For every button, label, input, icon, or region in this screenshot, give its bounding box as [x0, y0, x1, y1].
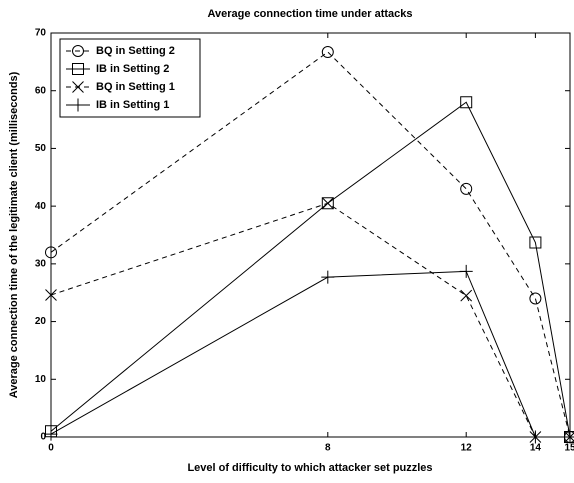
data-point: [461, 290, 472, 301]
chart-title: Average connection time under attacks: [208, 8, 413, 20]
x-tick-label: 14: [530, 443, 542, 454]
y-tick-label: 60: [35, 85, 47, 96]
data-point: [322, 47, 333, 58]
x-axis-label: Level of difficulty to which attacker se…: [187, 462, 432, 474]
series-line: [51, 271, 570, 437]
y-tick-label: 50: [35, 143, 47, 154]
y-tick-label: 40: [35, 201, 47, 212]
x-tick-label: 8: [325, 443, 331, 454]
y-axis-label: Average connection time of the legitimat…: [8, 71, 20, 398]
data-point: [321, 271, 334, 284]
x-tick-label: 0: [48, 443, 54, 454]
y-tick-label: 20: [35, 316, 47, 327]
x-tick-label: 12: [461, 443, 473, 454]
x-tick-label: 15: [564, 443, 574, 454]
series-line: [51, 203, 570, 437]
legend-label: IB in Setting 1: [96, 99, 169, 111]
data-point: [45, 428, 58, 441]
y-tick-label: 70: [35, 28, 47, 39]
y-tick-label: 10: [35, 374, 47, 385]
legend-label: BQ in Setting 1: [96, 81, 175, 93]
data-point: [530, 293, 541, 304]
y-tick-label: 30: [35, 258, 47, 269]
data-point: [461, 183, 472, 194]
data-point: [460, 265, 473, 278]
legend-label: BQ in Setting 2: [96, 45, 175, 57]
data-point: [322, 198, 333, 209]
legend-label: IB in Setting 2: [96, 63, 169, 75]
